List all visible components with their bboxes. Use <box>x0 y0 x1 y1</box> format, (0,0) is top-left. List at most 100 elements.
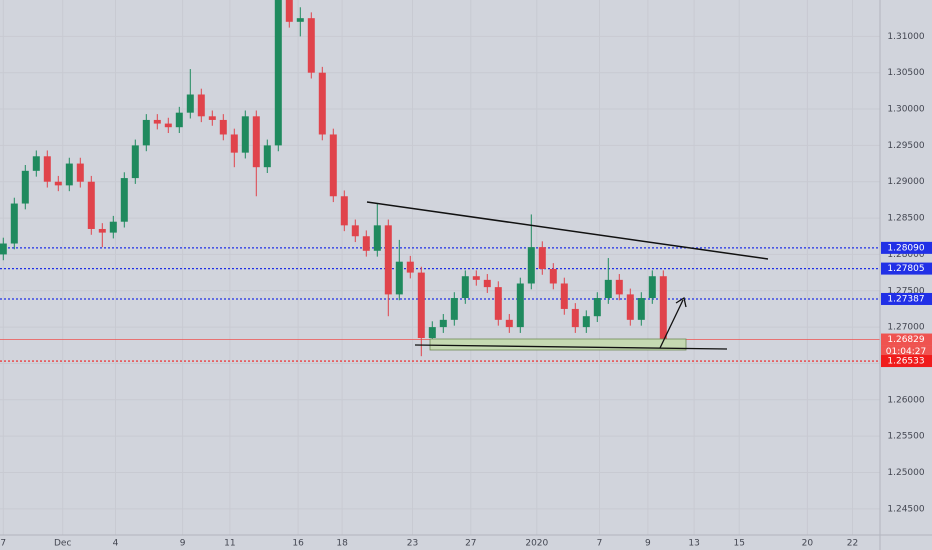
candle-body <box>516 283 524 328</box>
y-tick-label: 1.28500 <box>887 214 924 224</box>
candle-body <box>142 119 150 146</box>
candle-body <box>538 247 546 269</box>
candle-body <box>10 203 18 244</box>
candle-body <box>208 116 216 120</box>
candle-body <box>164 123 172 128</box>
candle-body <box>637 298 645 320</box>
level-label-box <box>881 262 932 275</box>
candle-body <box>21 170 29 204</box>
candle-body <box>527 247 535 284</box>
candle-body <box>65 163 73 186</box>
candle-body <box>109 221 117 233</box>
candle-body <box>285 0 293 22</box>
candle-body <box>87 181 95 229</box>
y-tick-label: 1.29000 <box>887 177 924 187</box>
level-label-box <box>881 292 932 305</box>
y-tick-label: 1.25000 <box>887 468 924 478</box>
candle-body <box>175 112 183 128</box>
candle-body <box>351 225 359 237</box>
candle-body <box>362 236 370 251</box>
x-tick-label: 13 <box>688 539 699 549</box>
candle-body <box>32 156 40 171</box>
x-tick-label: 22 <box>847 539 858 549</box>
countdown-box <box>881 345 932 358</box>
candle-body <box>98 228 106 233</box>
x-tick-label: Dec <box>54 539 71 549</box>
x-tick-label: 15 <box>733 539 744 549</box>
candle-body <box>439 319 447 328</box>
candle-body <box>241 116 249 153</box>
candle-body <box>197 94 205 117</box>
y-tick-label: 1.24500 <box>887 504 924 514</box>
candle-body <box>549 268 557 284</box>
trend-line <box>366 201 769 260</box>
grid <box>0 0 880 535</box>
level-label: 1.26829 <box>887 335 924 345</box>
candle-body <box>0 243 7 255</box>
candle-body <box>296 18 304 22</box>
level-label-box <box>881 241 932 254</box>
candle-body <box>54 181 62 186</box>
candles <box>0 0 667 357</box>
candle-body <box>571 308 579 328</box>
candle-body <box>43 156 51 182</box>
level-label: 1.27805 <box>887 264 924 274</box>
x-tick-label: 18 <box>336 539 348 549</box>
candle-body <box>274 0 282 146</box>
y-tick-label: 1.27000 <box>887 323 924 333</box>
candle-body <box>483 279 491 288</box>
level-label: 1.27387 <box>887 294 924 304</box>
candle-body <box>428 327 436 339</box>
candle-body <box>615 279 623 295</box>
y-tick-label: 1.30000 <box>887 105 924 115</box>
support-line <box>414 344 728 350</box>
countdown: 01:04:27 <box>886 347 926 357</box>
candle-body <box>186 94 194 113</box>
candle-body <box>263 145 271 168</box>
x-tick-label: 2020 <box>525 539 548 549</box>
candle-body <box>626 294 634 320</box>
candle-body <box>395 261 403 295</box>
x-tick-label: 4 <box>113 539 119 549</box>
candle-body <box>560 283 568 309</box>
y-tick-label: 1.25500 <box>887 432 924 442</box>
candle-body <box>120 178 128 222</box>
y-tick-label: 1.30500 <box>887 68 924 78</box>
level-label: 1.28090 <box>887 243 924 253</box>
x-tick-label: 20 <box>802 539 814 549</box>
level-label-box <box>881 333 932 346</box>
candle-body <box>318 72 326 135</box>
y-tick-label: 1.26000 <box>887 395 924 405</box>
candle-body <box>384 225 392 295</box>
drawings <box>366 201 769 351</box>
x-tick-label: 11 <box>224 539 235 549</box>
candle-body <box>340 196 348 226</box>
candle-body <box>76 163 84 182</box>
candle-body <box>505 319 513 328</box>
candle-body <box>648 276 656 299</box>
x-tick-label: 9 <box>645 539 651 549</box>
arrow-head <box>675 296 687 308</box>
candle-body <box>252 116 260 168</box>
x-tick-label: 27 <box>465 539 476 549</box>
level-label: 1.26533 <box>887 357 924 367</box>
y-tick-label: 1.28000 <box>887 250 924 260</box>
candle-body <box>461 276 469 299</box>
candle-body <box>604 279 612 299</box>
axes: 1.31000 1.30500 1.30000 1.29500 1.29000 1.285… <box>0 32 932 549</box>
candle-body <box>219 119 227 135</box>
x-tick-label: 7 <box>597 539 603 549</box>
x-tick-label: 7 <box>0 539 6 549</box>
candle-body <box>494 287 502 320</box>
x-tick-label: 16 <box>292 539 304 549</box>
candle-body <box>659 276 667 340</box>
y-tick-label: 1.31000 <box>887 32 924 42</box>
x-tick-label: 9 <box>180 539 186 549</box>
arrow-line <box>659 299 684 349</box>
candle-body <box>307 18 315 73</box>
candle-body <box>153 119 161 124</box>
candle-body <box>582 316 590 328</box>
level-label-box <box>881 355 932 368</box>
